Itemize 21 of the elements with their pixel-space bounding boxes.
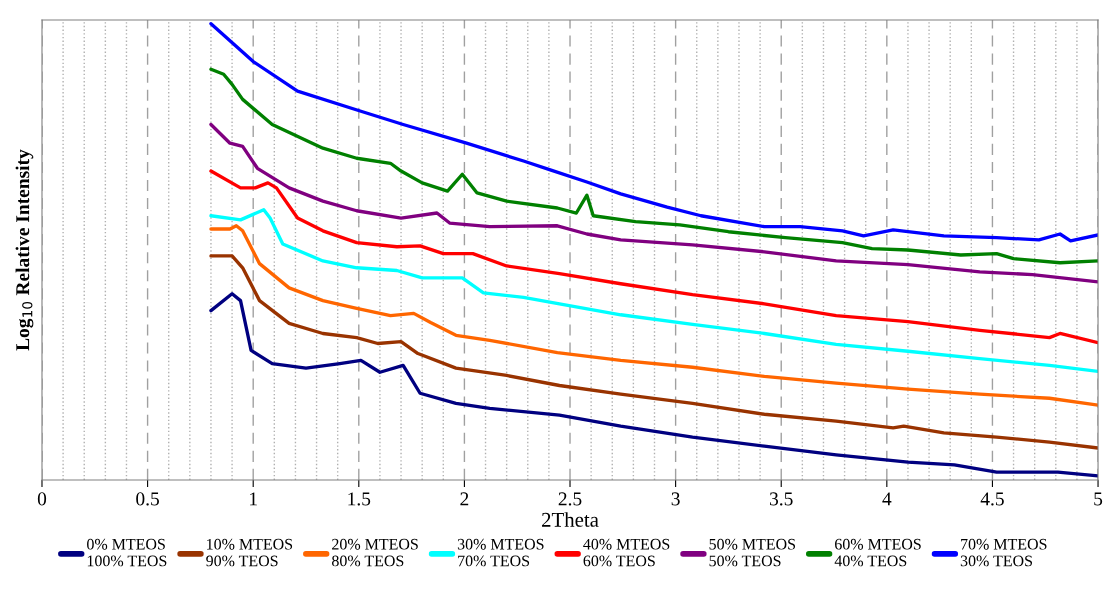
x-tick-label: 5 xyxy=(1094,492,1103,506)
legend-label: 30% MTEOS 70% TEOS xyxy=(457,538,544,567)
x-tick-label: 0.5 xyxy=(136,492,159,506)
legend-label: 20% MTEOS 80% TEOS xyxy=(332,538,418,567)
legend-label: 10% MTEOS 90% TEOS xyxy=(206,538,293,567)
x-tick-label: 2.5 xyxy=(558,492,582,506)
legend-label: 0% MTEOS 100% TEOS xyxy=(87,538,167,567)
x-tick-label: 4.5 xyxy=(980,492,1004,506)
x-tick-label: 0 xyxy=(37,492,47,506)
legend-label: 70% MTEOS 30% TEOS xyxy=(960,538,1047,567)
legend-label: 40% MTEOS 60% TEOS xyxy=(583,538,670,567)
x-tick-label: 4 xyxy=(882,492,892,506)
x-tick-label: 3.5 xyxy=(770,492,793,506)
x-axis-title: 2Theta xyxy=(542,512,599,527)
x-tick-label: 2 xyxy=(460,492,469,506)
legend-label: 50% MTEOS 50% TEOS xyxy=(709,538,796,567)
x-tick-label: 3 xyxy=(671,492,680,506)
y-axis-title: Log$_{10}$ Relative Intensity xyxy=(15,149,34,351)
legend-label: 60% MTEOS 40% TEOS xyxy=(834,538,921,567)
x-tick-label: 1.5 xyxy=(348,492,371,506)
x-tick-label: 1 xyxy=(250,492,257,506)
